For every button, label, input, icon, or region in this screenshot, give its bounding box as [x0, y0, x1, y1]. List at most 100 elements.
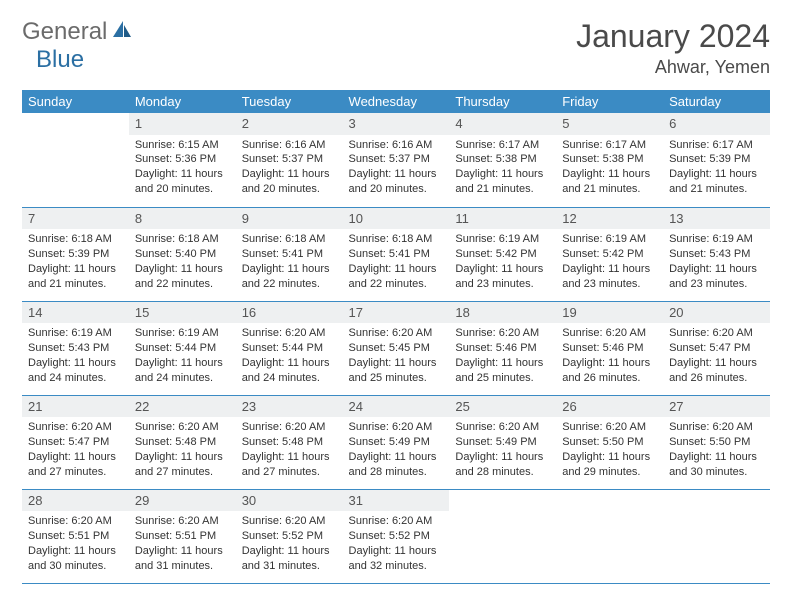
sunset-text: Sunset: 5:38 PM	[562, 152, 657, 167]
weekday-friday: Friday	[556, 90, 663, 113]
day-number: 24	[343, 396, 450, 418]
sunset-text: Sunset: 5:38 PM	[455, 152, 550, 167]
sunrise-text: Sunrise: 6:20 AM	[455, 420, 550, 435]
daylight-text-1: Daylight: 11 hours	[242, 450, 337, 465]
day-cell: 9Sunrise: 6:18 AMSunset: 5:41 PMDaylight…	[236, 207, 343, 301]
day-body: Sunrise: 6:20 AMSunset: 5:45 PMDaylight:…	[343, 323, 450, 389]
sunrise-text: Sunrise: 6:16 AM	[242, 138, 337, 153]
day-cell: 13Sunrise: 6:19 AMSunset: 5:43 PMDayligh…	[663, 207, 770, 301]
day-body: Sunrise: 6:20 AMSunset: 5:47 PMDaylight:…	[22, 417, 129, 483]
day-cell: 15Sunrise: 6:19 AMSunset: 5:44 PMDayligh…	[129, 301, 236, 395]
daylight-text-2: and 31 minutes.	[135, 559, 230, 574]
daylight-text-1: Daylight: 11 hours	[455, 167, 550, 182]
sunset-text: Sunset: 5:47 PM	[28, 435, 123, 450]
sunset-text: Sunset: 5:45 PM	[349, 341, 444, 356]
day-body: Sunrise: 6:19 AMSunset: 5:44 PMDaylight:…	[129, 323, 236, 389]
daylight-text-1: Daylight: 11 hours	[349, 356, 444, 371]
sunrise-text: Sunrise: 6:17 AM	[562, 138, 657, 153]
sunset-text: Sunset: 5:36 PM	[135, 152, 230, 167]
day-body: Sunrise: 6:18 AMSunset: 5:39 PMDaylight:…	[22, 229, 129, 295]
day-number: 11	[449, 208, 556, 230]
sunset-text: Sunset: 5:43 PM	[669, 247, 764, 262]
daylight-text-2: and 30 minutes.	[28, 559, 123, 574]
day-number: 5	[556, 113, 663, 135]
day-cell: 29Sunrise: 6:20 AMSunset: 5:51 PMDayligh…	[129, 489, 236, 583]
sunset-text: Sunset: 5:50 PM	[562, 435, 657, 450]
daylight-text-2: and 27 minutes.	[28, 465, 123, 480]
calendar-row: 28Sunrise: 6:20 AMSunset: 5:51 PMDayligh…	[22, 489, 770, 583]
day-number: 18	[449, 302, 556, 324]
daylight-text-1: Daylight: 11 hours	[669, 262, 764, 277]
sunset-text: Sunset: 5:39 PM	[28, 247, 123, 262]
day-body: Sunrise: 6:19 AMSunset: 5:42 PMDaylight:…	[556, 229, 663, 295]
day-number: 4	[449, 113, 556, 135]
sunset-text: Sunset: 5:37 PM	[242, 152, 337, 167]
daylight-text-2: and 21 minutes.	[669, 182, 764, 197]
daylight-text-1: Daylight: 11 hours	[28, 262, 123, 277]
day-cell: 30Sunrise: 6:20 AMSunset: 5:52 PMDayligh…	[236, 489, 343, 583]
weekday-tuesday: Tuesday	[236, 90, 343, 113]
day-body: Sunrise: 6:18 AMSunset: 5:41 PMDaylight:…	[236, 229, 343, 295]
day-body: Sunrise: 6:18 AMSunset: 5:41 PMDaylight:…	[343, 229, 450, 295]
daylight-text-1: Daylight: 11 hours	[28, 544, 123, 559]
day-cell: 5Sunrise: 6:17 AMSunset: 5:38 PMDaylight…	[556, 113, 663, 207]
day-number: 14	[22, 302, 129, 324]
day-number: 19	[556, 302, 663, 324]
day-cell: 10Sunrise: 6:18 AMSunset: 5:41 PMDayligh…	[343, 207, 450, 301]
sunrise-text: Sunrise: 6:19 AM	[455, 232, 550, 247]
sunset-text: Sunset: 5:44 PM	[135, 341, 230, 356]
sunrise-text: Sunrise: 6:20 AM	[135, 514, 230, 529]
title-block: January 2024 Ahwar, Yemen	[576, 18, 770, 78]
calendar-row: 01Sunrise: 6:15 AMSunset: 5:36 PMDayligh…	[22, 113, 770, 207]
sunrise-text: Sunrise: 6:17 AM	[455, 138, 550, 153]
sunrise-text: Sunrise: 6:20 AM	[135, 420, 230, 435]
sunset-text: Sunset: 5:47 PM	[669, 341, 764, 356]
weekday-saturday: Saturday	[663, 90, 770, 113]
daylight-text-2: and 27 minutes.	[135, 465, 230, 480]
daylight-text-2: and 20 minutes.	[135, 182, 230, 197]
daylight-text-1: Daylight: 11 hours	[242, 544, 337, 559]
sunrise-text: Sunrise: 6:20 AM	[669, 326, 764, 341]
sunrise-text: Sunrise: 6:20 AM	[349, 326, 444, 341]
daylight-text-2: and 25 minutes.	[349, 371, 444, 386]
day-cell: 1Sunrise: 6:15 AMSunset: 5:36 PMDaylight…	[129, 113, 236, 207]
day-body: Sunrise: 6:20 AMSunset: 5:49 PMDaylight:…	[449, 417, 556, 483]
weekday-monday: Monday	[129, 90, 236, 113]
day-body: Sunrise: 6:20 AMSunset: 5:48 PMDaylight:…	[129, 417, 236, 483]
daylight-text-2: and 22 minutes.	[242, 277, 337, 292]
sunset-text: Sunset: 5:52 PM	[349, 529, 444, 544]
sunrise-text: Sunrise: 6:20 AM	[242, 514, 337, 529]
day-number: 16	[236, 302, 343, 324]
sunrise-text: Sunrise: 6:20 AM	[242, 420, 337, 435]
day-body: Sunrise: 6:17 AMSunset: 5:39 PMDaylight:…	[663, 135, 770, 201]
sunset-text: Sunset: 5:44 PM	[242, 341, 337, 356]
day-number: 10	[343, 208, 450, 230]
day-cell: 0	[449, 489, 556, 583]
daylight-text-2: and 32 minutes.	[349, 559, 444, 574]
day-number: 30	[236, 490, 343, 512]
daylight-text-1: Daylight: 11 hours	[455, 450, 550, 465]
day-number: 26	[556, 396, 663, 418]
day-cell: 0	[556, 489, 663, 583]
daylight-text-1: Daylight: 11 hours	[562, 450, 657, 465]
day-number: 1	[129, 113, 236, 135]
day-body: Sunrise: 6:20 AMSunset: 5:52 PMDaylight:…	[343, 511, 450, 577]
daylight-text-1: Daylight: 11 hours	[562, 262, 657, 277]
sunrise-text: Sunrise: 6:19 AM	[28, 326, 123, 341]
day-number: 6	[663, 113, 770, 135]
sunrise-text: Sunrise: 6:20 AM	[455, 326, 550, 341]
day-body: Sunrise: 6:15 AMSunset: 5:36 PMDaylight:…	[129, 135, 236, 201]
daylight-text-1: Daylight: 11 hours	[242, 262, 337, 277]
day-cell: 27Sunrise: 6:20 AMSunset: 5:50 PMDayligh…	[663, 395, 770, 489]
day-number: 15	[129, 302, 236, 324]
day-body: Sunrise: 6:20 AMSunset: 5:50 PMDaylight:…	[663, 417, 770, 483]
sunset-text: Sunset: 5:39 PM	[669, 152, 764, 167]
day-cell: 12Sunrise: 6:19 AMSunset: 5:42 PMDayligh…	[556, 207, 663, 301]
sunrise-text: Sunrise: 6:20 AM	[562, 326, 657, 341]
calendar-table: Sunday Monday Tuesday Wednesday Thursday…	[22, 90, 770, 584]
day-cell: 18Sunrise: 6:20 AMSunset: 5:46 PMDayligh…	[449, 301, 556, 395]
weekday-sunday: Sunday	[22, 90, 129, 113]
daylight-text-2: and 28 minutes.	[455, 465, 550, 480]
calendar-row: 21Sunrise: 6:20 AMSunset: 5:47 PMDayligh…	[22, 395, 770, 489]
day-number: 2	[236, 113, 343, 135]
